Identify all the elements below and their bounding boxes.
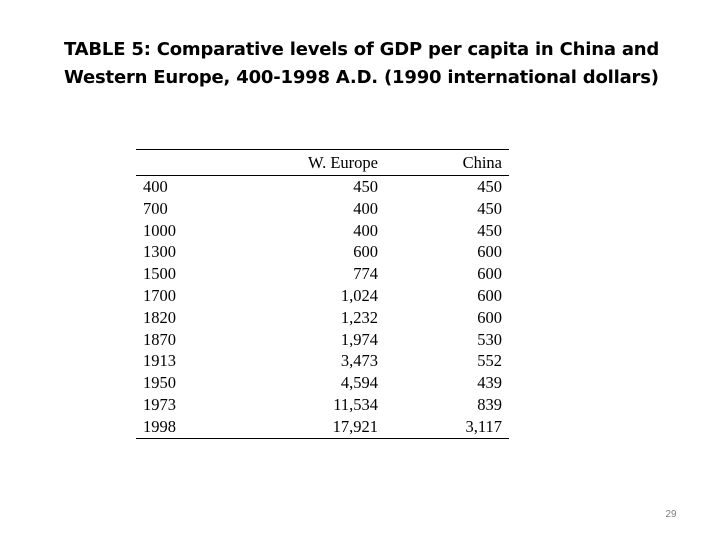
slide-title: TABLE 5: Comparative levels of GDP per c… — [64, 36, 684, 92]
cell-year: 400 — [143, 177, 168, 196]
cell-w-europe: 400 — [353, 220, 378, 240]
cell-w-europe: 1,974 — [340, 329, 378, 349]
cell-w-europe: 17,921 — [332, 416, 378, 436]
page-number: 29 — [665, 509, 677, 520]
cell-year: 1998 — [143, 416, 176, 436]
table-row: 1300 600 600 — [136, 241, 509, 263]
cell-china: 450 — [477, 220, 502, 240]
cell-china: 3,117 — [465, 416, 502, 436]
cell-china: 839 — [477, 394, 502, 414]
cell-china: 600 — [477, 264, 502, 284]
cell-w-europe: 4,594 — [340, 373, 378, 393]
header-row: W. Europe China — [136, 149, 509, 176]
cell-year: 1000 — [143, 220, 176, 240]
table-row: 1820 1,232 600 — [136, 307, 509, 329]
table-row: 1700 1,024 600 — [136, 285, 509, 307]
gdp-table: W. Europe China 400 450 450 700 400 450 … — [136, 149, 509, 439]
table-row: 1998 17,921 3,117 — [136, 416, 509, 439]
table-header: W. Europe China — [136, 149, 509, 176]
cell-china: 450 — [477, 177, 502, 196]
cell-year: 1973 — [143, 394, 176, 414]
cell-year: 1300 — [143, 242, 176, 262]
cell-china: 552 — [477, 351, 502, 371]
cell-year: 1913 — [143, 351, 176, 371]
cell-w-europe: 11,534 — [333, 394, 378, 414]
cell-year: 1870 — [143, 329, 176, 349]
table-row: 700 400 450 — [136, 198, 509, 220]
slide-title-line-2: Western Europe, 400-1998 A.D. (1990 inte… — [64, 67, 659, 88]
cell-year: 1500 — [143, 264, 176, 284]
gdp-table-container: W. Europe China 400 450 450 700 400 450 … — [136, 149, 509, 439]
cell-china: 439 — [477, 373, 502, 393]
cell-year: 1820 — [143, 307, 176, 327]
cell-w-europe: 400 — [353, 198, 378, 218]
table-row: 1870 1,974 530 — [136, 329, 509, 351]
cell-w-europe: 3,473 — [340, 351, 378, 371]
cell-w-europe: 450 — [353, 177, 378, 196]
header-w-europe: W. Europe — [308, 153, 378, 172]
cell-w-europe: 600 — [353, 242, 378, 262]
cell-w-europe: 1,024 — [340, 285, 378, 305]
table-row: 1973 11,534 839 — [136, 394, 509, 416]
header-china: China — [462, 153, 502, 172]
table-row: 1000 400 450 — [136, 220, 509, 242]
cell-w-europe: 774 — [353, 264, 378, 284]
cell-china: 600 — [477, 285, 502, 305]
table-row: 1950 4,594 439 — [136, 372, 509, 394]
table-body: 400 450 450 700 400 450 1000 400 450 130… — [136, 176, 509, 439]
cell-china: 600 — [477, 242, 502, 262]
cell-year: 1950 — [143, 373, 176, 393]
cell-china: 450 — [477, 198, 502, 218]
cell-year: 700 — [143, 198, 168, 218]
header-year — [136, 150, 263, 176]
cell-year: 1700 — [143, 285, 176, 305]
slide-title-line-1: TABLE 5: Comparative levels of GDP per c… — [64, 39, 660, 60]
cell-china: 600 — [477, 307, 502, 327]
cell-china: 530 — [477, 329, 502, 349]
table-row: 1500 774 600 — [136, 263, 509, 285]
cell-w-europe: 1,232 — [340, 307, 378, 327]
table-row: 400 450 450 — [136, 176, 509, 198]
table-row: 1913 3,473 552 — [136, 350, 509, 372]
